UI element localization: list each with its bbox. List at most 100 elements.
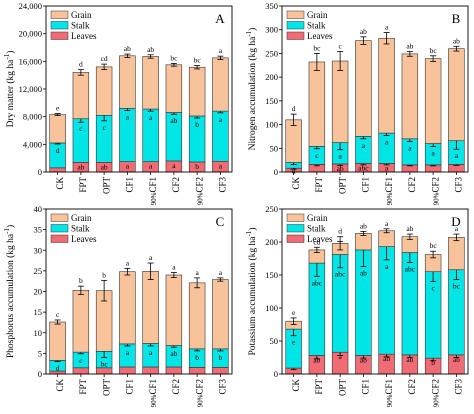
significance-label: a bbox=[126, 162, 130, 171]
legend-swatch bbox=[50, 224, 69, 233]
significance-label: a bbox=[195, 268, 199, 277]
significance-label: ab bbox=[360, 356, 367, 365]
y-axis-label: Phosphorus accumulation (kg ha-1) bbox=[3, 225, 16, 358]
legend-label: Stalk bbox=[307, 21, 326, 31]
x-tick-label: CF3 bbox=[454, 379, 464, 395]
legend-swatch bbox=[286, 213, 305, 222]
x-tick-label: CF3 bbox=[218, 379, 228, 395]
y-tick-label: 250 bbox=[265, 204, 278, 214]
significance-label: d bbox=[292, 104, 296, 113]
bar-grain bbox=[308, 61, 326, 147]
significance-label: a bbox=[385, 137, 389, 146]
bar-leaves bbox=[142, 366, 159, 375]
bar-grain bbox=[49, 321, 66, 361]
bar-leaves bbox=[212, 367, 229, 375]
x-tick-label: CF1 bbox=[125, 177, 135, 193]
bar-leaves bbox=[72, 367, 90, 375]
significance-label: a bbox=[219, 268, 223, 277]
plot-frame bbox=[281, 208, 469, 375]
significance-label: ab bbox=[170, 116, 177, 125]
significance-label: ab bbox=[383, 354, 390, 363]
y-tick-label: 50 bbox=[270, 143, 279, 153]
significance-label: ab bbox=[453, 36, 460, 45]
significance-label: a bbox=[219, 115, 223, 124]
significance-label: b bbox=[195, 353, 199, 362]
significance-label: b bbox=[195, 162, 199, 171]
y-tick-label: 350 bbox=[265, 1, 278, 11]
x-tick-label: OPT bbox=[101, 177, 111, 195]
x-tick-label: CF3 bbox=[454, 177, 464, 193]
significance-label: c bbox=[79, 356, 83, 365]
significance-label: abc bbox=[335, 270, 346, 279]
significance-label: ab bbox=[77, 162, 84, 171]
bar-grain bbox=[355, 40, 372, 137]
y-tick-label: 50 bbox=[270, 336, 279, 346]
x-tick-label: 90%CF2 bbox=[194, 177, 204, 205]
significance-label: e bbox=[56, 104, 60, 113]
bar-grain bbox=[142, 270, 159, 344]
bar-grain bbox=[165, 64, 183, 113]
x-tick-label: CF2 bbox=[171, 177, 181, 193]
bar-grain bbox=[49, 114, 66, 144]
significance-label: a bbox=[149, 348, 153, 357]
significance-label: b bbox=[431, 358, 435, 367]
y-tick-label: 100 bbox=[265, 120, 278, 130]
x-tick-label: CK bbox=[291, 379, 301, 392]
significance-label: c bbox=[338, 42, 342, 51]
significance-label: ab bbox=[360, 268, 367, 277]
significance-label: a bbox=[408, 144, 412, 153]
y-tick-label: 200 bbox=[265, 237, 278, 247]
y-tick-label: 300 bbox=[265, 25, 278, 35]
significance-label: d bbox=[56, 146, 60, 155]
x-tick-label: CF2 bbox=[407, 379, 417, 395]
bar-grain bbox=[355, 233, 372, 251]
significance-label: a bbox=[338, 352, 342, 361]
x-tick-label: CF1 bbox=[361, 379, 371, 395]
bar-grain bbox=[119, 271, 136, 345]
bar-grain bbox=[72, 72, 90, 120]
bar-grain bbox=[95, 66, 113, 116]
significance-label: cd bbox=[313, 237, 320, 246]
legend-swatch bbox=[50, 213, 69, 222]
x-tick-label: CF3 bbox=[218, 177, 228, 193]
bar-grain bbox=[378, 37, 395, 134]
legend-label: Grain bbox=[71, 10, 92, 20]
panel-letter: C bbox=[216, 214, 225, 229]
significance-label: d bbox=[338, 227, 342, 236]
panel-letter: B bbox=[452, 11, 461, 26]
significance-label: bc bbox=[430, 241, 438, 250]
panel-D: 0 50 100 150 200 250 Potassium accumulation (k… bbox=[245, 204, 469, 407]
significance-label: c bbox=[315, 151, 319, 160]
legend-swatch bbox=[50, 10, 69, 19]
x-tick-label: CF2 bbox=[171, 379, 181, 395]
bar-grain bbox=[188, 282, 206, 350]
bar-grain bbox=[212, 57, 229, 112]
panel-letter: A bbox=[215, 11, 225, 26]
significance-label: b bbox=[195, 120, 199, 129]
significance-label: b bbox=[102, 270, 106, 279]
bar-grain bbox=[401, 53, 419, 140]
y-tick-label: 0 bbox=[38, 167, 42, 177]
legend-label: Grain bbox=[307, 213, 328, 223]
significance-label: a bbox=[149, 253, 153, 262]
legend-swatch bbox=[286, 31, 305, 40]
y-tick-label: 100 bbox=[265, 303, 278, 313]
legend-label: Grain bbox=[307, 10, 328, 20]
significance-label: a bbox=[385, 23, 389, 32]
significance-label: a bbox=[455, 224, 459, 233]
x-tick-label: 90%CF2 bbox=[430, 379, 440, 407]
y-tick-label: 20,000 bbox=[19, 29, 42, 39]
significance-label: bc bbox=[101, 360, 109, 369]
legend-label: Leaves bbox=[71, 234, 97, 244]
significance-label: bc bbox=[430, 46, 438, 55]
legend-label: Grain bbox=[71, 213, 92, 223]
significance-label: ab bbox=[406, 42, 413, 51]
significance-label: d bbox=[292, 166, 296, 175]
plot-frame bbox=[45, 5, 233, 173]
x-tick-label: OPT bbox=[337, 379, 347, 397]
legend-label: Leaves bbox=[307, 234, 333, 244]
legend-swatch bbox=[50, 21, 69, 30]
significance-label: ab bbox=[406, 355, 413, 364]
significance-label: bc bbox=[194, 55, 202, 64]
